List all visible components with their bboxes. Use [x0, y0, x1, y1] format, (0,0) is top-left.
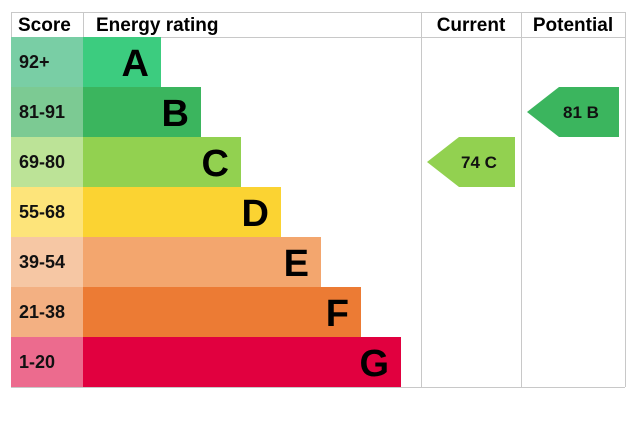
score-range-e: 39-54 [19, 252, 65, 272]
header-score: Score [18, 15, 71, 36]
band-letter-b: B [162, 93, 189, 135]
band-bar-c [83, 137, 241, 187]
band-letter-g: G [359, 343, 389, 385]
score-cell-d [11, 187, 83, 237]
band-letter-d: D [242, 193, 269, 235]
band-bar-a [83, 37, 161, 87]
score-range-g: 1-20 [19, 352, 55, 372]
rating-bands: 92+ A 81-91 B 69-80 C 55-68 D 39-54 E 21-38 F 1-20 G [11, 37, 401, 387]
score-cell-c [11, 137, 83, 187]
score-range-c: 69-80 [19, 152, 65, 172]
score-cell-b [11, 87, 83, 137]
potential-rating-label: 81 B [563, 103, 599, 122]
rating-arrows: 74 C 81 B [427, 87, 619, 187]
band-letter-f: F [326, 293, 349, 335]
band-letter-a: A [122, 43, 149, 85]
band-bar-b [83, 87, 201, 137]
score-cell-e [11, 237, 83, 287]
band-bar-f [83, 287, 361, 337]
header-current: Current [437, 15, 506, 36]
score-range-b: 81-91 [19, 102, 65, 122]
score-range-f: 21-38 [19, 302, 65, 322]
band-letter-c: C [202, 143, 229, 185]
band-bar-g [83, 337, 401, 387]
score-range-d: 55-68 [19, 202, 65, 222]
score-range-a: 92+ [19, 52, 50, 72]
band-bar-e [83, 237, 321, 287]
band-letter-e: E [284, 243, 309, 285]
score-cell-f [11, 287, 83, 337]
potential-rating-arrow [527, 87, 619, 137]
header-energy-rating: Energy rating [96, 15, 218, 36]
score-cell-a [11, 37, 83, 87]
score-cell-g [11, 337, 83, 387]
current-rating-label: 74 C [461, 153, 497, 172]
current-rating-arrow [427, 137, 515, 187]
header-potential: Potential [533, 15, 613, 36]
band-bar-d [83, 187, 281, 237]
